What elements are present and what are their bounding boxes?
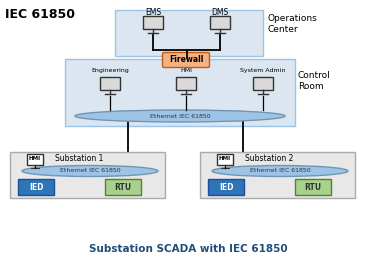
Text: HMI: HMI <box>219 156 231 161</box>
FancyBboxPatch shape <box>295 179 331 195</box>
Text: HMI: HMI <box>29 156 41 161</box>
Text: HMI: HMI <box>180 68 192 73</box>
Text: Ethernet IEC 61850: Ethernet IEC 61850 <box>150 114 210 118</box>
Text: IED: IED <box>29 182 43 192</box>
FancyBboxPatch shape <box>100 77 120 89</box>
Text: Operations
Center: Operations Center <box>267 14 317 34</box>
FancyBboxPatch shape <box>143 15 163 28</box>
Text: Ethernet IEC 61850: Ethernet IEC 61850 <box>250 168 310 173</box>
Text: Substation SCADA with IEC 61850: Substation SCADA with IEC 61850 <box>88 244 287 254</box>
FancyBboxPatch shape <box>208 179 244 195</box>
FancyBboxPatch shape <box>253 77 273 89</box>
Text: RTU: RTU <box>114 182 132 192</box>
FancyBboxPatch shape <box>65 59 295 126</box>
Ellipse shape <box>75 110 285 122</box>
FancyBboxPatch shape <box>115 10 263 56</box>
Text: DMS: DMS <box>211 8 229 17</box>
FancyBboxPatch shape <box>200 152 355 198</box>
FancyBboxPatch shape <box>162 52 210 68</box>
FancyBboxPatch shape <box>210 15 230 28</box>
FancyBboxPatch shape <box>27 153 43 164</box>
Text: IED: IED <box>219 182 233 192</box>
FancyBboxPatch shape <box>18 179 54 195</box>
Text: RTU: RTU <box>304 182 321 192</box>
Text: Ethernet IEC 61850: Ethernet IEC 61850 <box>60 168 120 173</box>
FancyBboxPatch shape <box>10 152 165 198</box>
Text: Control
Room: Control Room <box>298 71 331 91</box>
FancyBboxPatch shape <box>176 77 196 89</box>
FancyBboxPatch shape <box>105 179 141 195</box>
Text: Engineering: Engineering <box>91 68 129 73</box>
Text: System Admin: System Admin <box>240 68 286 73</box>
Ellipse shape <box>212 165 348 177</box>
Text: Substation 2: Substation 2 <box>245 154 293 163</box>
Ellipse shape <box>22 165 158 177</box>
Text: Firewall: Firewall <box>169 56 203 64</box>
Text: IEC 61850: IEC 61850 <box>5 8 75 21</box>
Text: EMS: EMS <box>145 8 161 17</box>
FancyBboxPatch shape <box>217 153 233 164</box>
Text: Substation 1: Substation 1 <box>55 154 104 163</box>
